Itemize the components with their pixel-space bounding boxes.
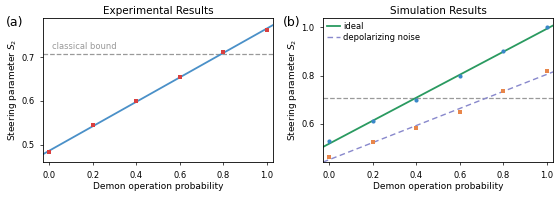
X-axis label: Demon operation probability: Demon operation probability xyxy=(93,182,223,191)
ideal xyxy=(457,73,464,76)
ideal xyxy=(550,24,557,26)
depolarizing noise xyxy=(320,161,327,163)
Line: ideal: ideal xyxy=(323,25,553,147)
ideal xyxy=(456,74,463,76)
depolarizing noise xyxy=(320,161,326,163)
X-axis label: Demon operation probability: Demon operation probability xyxy=(373,182,503,191)
Y-axis label: Steering parameter $S_2$: Steering parameter $S_2$ xyxy=(6,39,18,141)
ideal xyxy=(320,146,326,148)
depolarizing noise xyxy=(529,79,535,81)
Legend: ideal, depolarizing noise: ideal, depolarizing noise xyxy=(325,20,422,44)
Title: Experimental Results: Experimental Results xyxy=(103,6,213,16)
depolarizing noise xyxy=(461,106,468,108)
Text: (a): (a) xyxy=(6,16,23,29)
Text: (b): (b) xyxy=(283,16,300,29)
Title: Simulation Results: Simulation Results xyxy=(390,6,487,16)
depolarizing noise xyxy=(456,107,463,110)
ideal xyxy=(514,43,521,46)
ideal xyxy=(461,71,468,74)
Line: depolarizing noise: depolarizing noise xyxy=(323,72,553,162)
depolarizing noise xyxy=(514,85,521,87)
ideal xyxy=(320,145,327,148)
ideal xyxy=(529,35,535,38)
Y-axis label: Steering parameter $S_2$: Steering parameter $S_2$ xyxy=(286,39,298,141)
Text: classical bound: classical bound xyxy=(52,43,117,51)
depolarizing noise xyxy=(550,71,557,73)
depolarizing noise xyxy=(457,107,464,110)
